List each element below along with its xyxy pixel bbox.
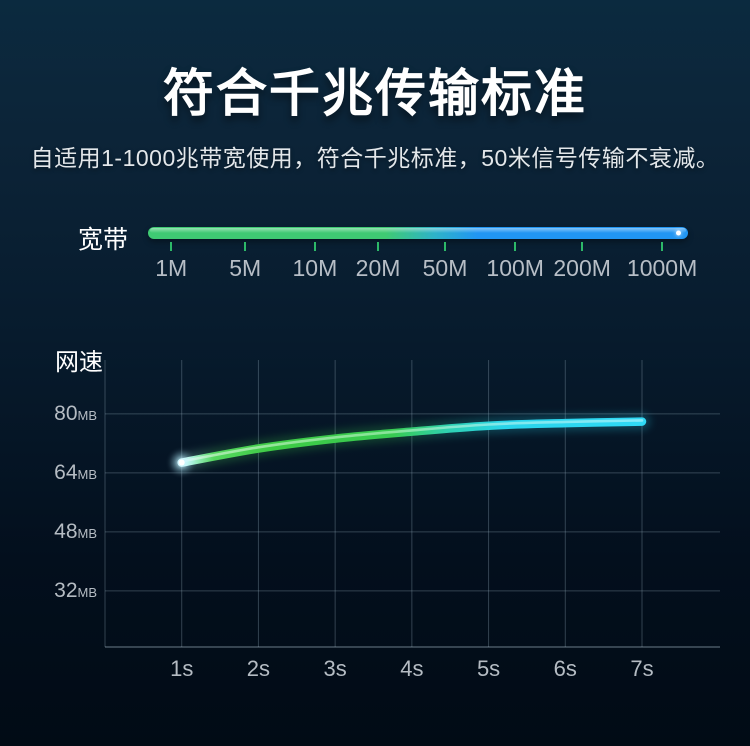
bandwidth-scale-label: 5M: [229, 255, 262, 281]
bandwidth-scale-label: 10M: [292, 255, 338, 281]
y-axis-tick-label: 48MB: [54, 519, 97, 543]
curve-start-halo: [171, 452, 192, 473]
bandwidth-scale-label: 50M: [422, 255, 468, 281]
bandwidth-endpoint-dot: [676, 230, 681, 236]
bandwidth-tick: [661, 242, 664, 251]
bandwidth-scale-label: 1000M: [626, 255, 698, 281]
x-axis-tick-label: 7s: [630, 656, 654, 681]
bandwidth-scale-label: 200M: [553, 255, 611, 281]
speed-curve: [177, 417, 647, 467]
bandwidth-scale-label: 1M: [155, 255, 188, 281]
bandwidth-scale-label: 20M: [355, 255, 401, 281]
bandwidth-tick: [170, 242, 173, 251]
x-axis-tick-label: 5s: [476, 656, 501, 681]
y-axis-tick-label: 80MB: [54, 401, 97, 425]
page-subtitle: 自适用1-1000兆带宽使用，符合千兆标准，50米信号传输不衰减。: [30, 145, 720, 171]
curve-start-halo: [176, 457, 188, 469]
bandwidth-tick: [581, 242, 584, 251]
speed-curve-glow: [173, 413, 651, 472]
x-axis-tick-label: 1s: [170, 656, 194, 681]
speed-curve-highlight: [180, 419, 644, 463]
x-axis-tick-label: 6s: [553, 656, 577, 681]
bandwidth-scale: 1M 5M 10M 20M 50M 100M 200M 1000M: [148, 241, 697, 281]
bandwidth-tick: [444, 242, 446, 251]
bandwidth-tick: [377, 242, 380, 251]
x-axis-tick-label: 4s: [400, 656, 424, 681]
x-axis-tick-label: 2s: [246, 656, 271, 681]
bandwidth-label: 宽带: [78, 226, 129, 254]
bandwidth-tick: [313, 242, 316, 251]
bandwidth-tick: [514, 242, 517, 251]
y-axis-tick-label: 32MB: [54, 578, 97, 602]
page-title: 符合千兆传输标准: [162, 65, 587, 122]
y-axis-tick-label: 64MB: [54, 460, 97, 484]
bandwidth-scale-label: 100M: [486, 255, 544, 281]
bandwidth-tick: [244, 242, 247, 251]
curve-start-dot: [178, 459, 185, 466]
x-axis-tick-label: 3s: [323, 656, 347, 681]
chart-ylabel: 网速: [55, 349, 103, 376]
bandwidth-gradient-bar: [148, 227, 688, 239]
